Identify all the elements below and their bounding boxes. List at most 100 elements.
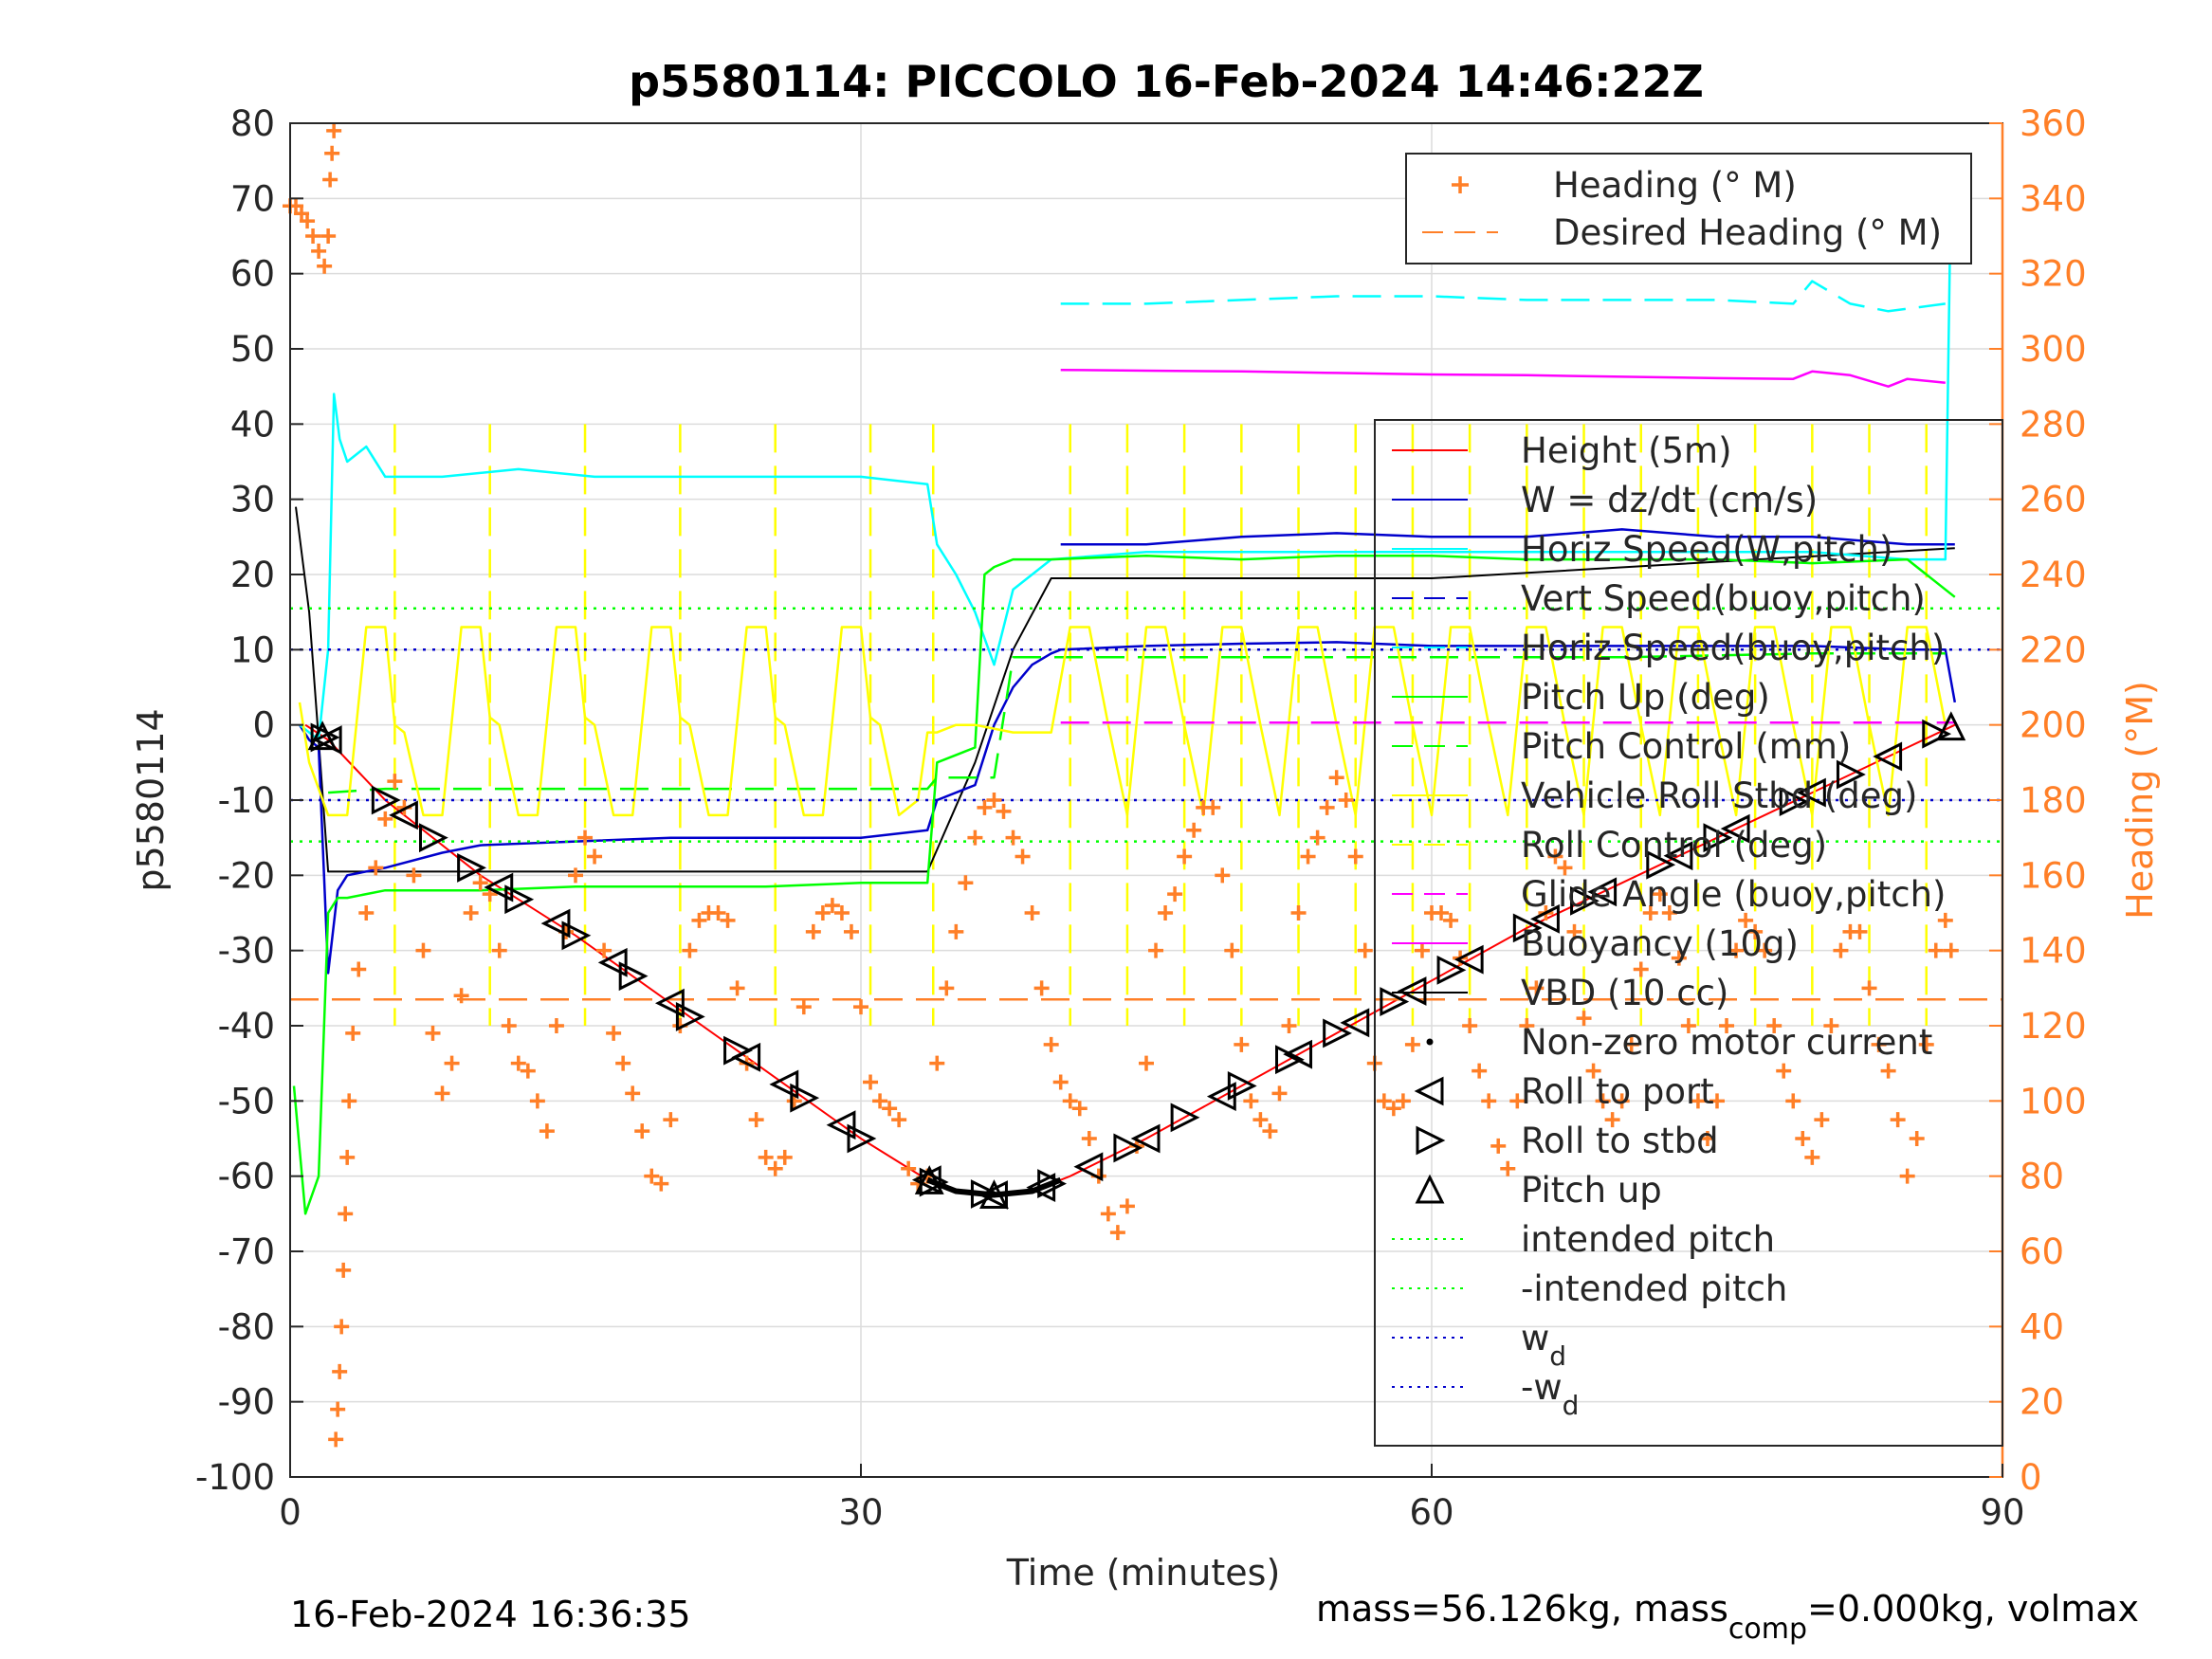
marker-roll-port [540,908,571,939]
heading-point [1719,1018,1735,1033]
marker-roll-port [826,1110,856,1140]
left-tick-label: 0 [252,705,275,746]
heading-point [1785,1093,1801,1109]
right-tick-label: 120 [2020,1006,2087,1047]
x-tick-label: 0 [279,1492,302,1533]
heading-point [1148,942,1164,958]
series-pitch [292,554,1956,1215]
marker-roll-stbd [1380,987,1410,1017]
heading-point [1252,1112,1269,1128]
heading-point [1728,942,1745,958]
heading-point [501,1018,517,1033]
heading-point [596,942,612,958]
marker-roll-stbd [1113,1133,1143,1163]
right-tick-label: 160 [2020,855,2087,896]
marker-roll-port [1340,1008,1370,1038]
heading-point [891,1112,907,1128]
right-tick-label: 240 [2020,555,2087,595]
heading-point [1795,1131,1811,1146]
heading-point [748,1112,764,1128]
heading-point [720,912,736,928]
x-tick-label: 30 [838,1492,883,1533]
heading-point [1500,1160,1516,1176]
legend-main-label: Pitch Up (deg) [1521,677,1770,718]
marker-roll-port [1720,813,1750,844]
legend-main-entry-sample [1416,1125,1446,1156]
heading-point [1481,1093,1497,1109]
heading-point [1823,1018,1839,1033]
heading-point [863,1074,879,1090]
marker-roll-stbd [1323,1018,1353,1048]
heading-point [1852,923,1868,939]
footer-timestamp: 16-Feb-2024 16:36:35 [290,1594,691,1635]
heading-point [587,848,603,865]
marker-roll-port [1073,1152,1104,1182]
legend-main-label: VBD (10 cc) [1521,973,1728,1013]
heading-point [1547,848,1563,865]
right-tick-label: 20 [2020,1382,2064,1423]
heading-point [1566,923,1582,939]
marker-roll-stbd [1512,913,1543,943]
heading-point [634,1123,650,1139]
heading-point [1434,905,1450,921]
left-tick-label: -80 [218,1306,275,1347]
heading-point [1385,1101,1401,1117]
right-tick-label: 260 [2020,480,2087,520]
heading-point [853,999,868,1015]
heading-point [1614,1093,1630,1109]
heading-point [324,145,340,161]
heading-point [653,1176,669,1192]
right-tick-label: 60 [2020,1231,2064,1272]
series-pitch_control [328,652,1946,794]
legend-main-label: Roll Control (deg) [1521,825,1827,866]
y-axis-label-left: p5580114 [130,708,172,891]
marker-roll-stbd [1037,1169,1068,1199]
heading-point [1290,905,1307,921]
y-axis-label-right: Heading (°M) [2119,681,2161,920]
legend-heading-label: Desired Heading (° M) [1553,212,1942,253]
marker-roll-stbd [618,961,649,992]
heading-point [767,1160,783,1176]
marker-roll-stbd [1436,955,1467,985]
heading-point [1661,905,1677,921]
left-tick-label: 50 [230,329,275,370]
heading-point [1776,1063,1792,1079]
heading-point [1024,905,1040,921]
heading-point [1158,905,1174,921]
heading-point [805,923,821,939]
heading-point [1623,1036,1639,1052]
legend-heading-box [1405,153,1972,264]
legend-heading-label: Heading (° M) [1553,165,1797,206]
left-tick-label: 80 [230,103,275,144]
heading-point [328,1431,344,1448]
heading-point [338,1206,354,1222]
heading-point [1890,1112,1906,1128]
right-tick-label: 140 [2020,931,2087,972]
right-tick-label: 340 [2020,178,2087,219]
legend-main-label: Horiz Speed(buoy,pitch) [1521,628,1945,668]
heading-point [1139,1055,1154,1071]
heading-point [977,799,993,815]
marker-roll-port [769,1069,799,1100]
heading-point [1814,1112,1830,1128]
heading-point [1186,822,1202,838]
series-w2 [1060,528,1955,546]
heading-point [322,172,338,188]
heading-point [1871,1036,1887,1052]
heading-point [1357,942,1373,958]
heading-point [625,1085,641,1102]
heading-point [1738,912,1754,928]
legend-main-label: -intended pitch [1521,1268,1787,1309]
marker-roll-port [597,947,628,977]
heading-point [1833,942,1849,958]
left-axis: 80 70 60 50 40 30 20 10 0 -10 -20 -30 -40 -50 -60 -70 -8… [195,103,303,1498]
x-axis: 0 30 60 90 [279,1464,2025,1533]
legend-main-label: Height (5m) [1521,430,1732,471]
x-tick-label: 60 [1409,1492,1453,1533]
legend-main-label: Vert Speed(buoy,pitch) [1521,578,1926,619]
legend-main-entry-sample [1414,1076,1444,1106]
legend-main-entry-sample [1426,1038,1434,1046]
heading-point [901,1160,917,1176]
heading-point [882,1101,898,1117]
series-horiz_speed_buoy [1060,280,1946,313]
